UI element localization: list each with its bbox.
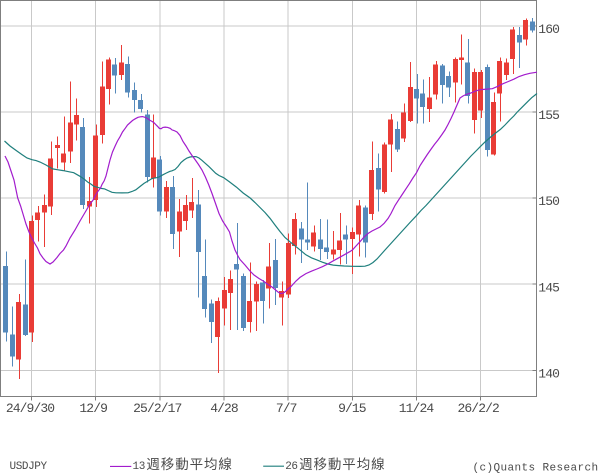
svg-text:26/2/2: 26/2/2 (457, 401, 499, 416)
svg-text:(c)Quants Research: (c)Quants Research (473, 463, 599, 475)
svg-text:24/9/30: 24/9/30 (6, 401, 54, 416)
svg-text:25/2/17: 25/2/17 (133, 401, 181, 416)
svg-text:160: 160 (538, 22, 559, 37)
svg-text:11/24: 11/24 (399, 401, 435, 416)
svg-text:140: 140 (538, 366, 559, 381)
svg-text:150: 150 (538, 194, 559, 209)
svg-text:9/15: 9/15 (338, 401, 366, 416)
svg-text:USDJPY: USDJPY (10, 461, 48, 473)
svg-text:155: 155 (538, 108, 559, 123)
svg-text:4/28: 4/28 (210, 401, 238, 416)
svg-text:7/7: 7/7 (276, 401, 297, 416)
svg-text:12/9: 12/9 (79, 401, 107, 416)
svg-text:145: 145 (538, 280, 559, 295)
